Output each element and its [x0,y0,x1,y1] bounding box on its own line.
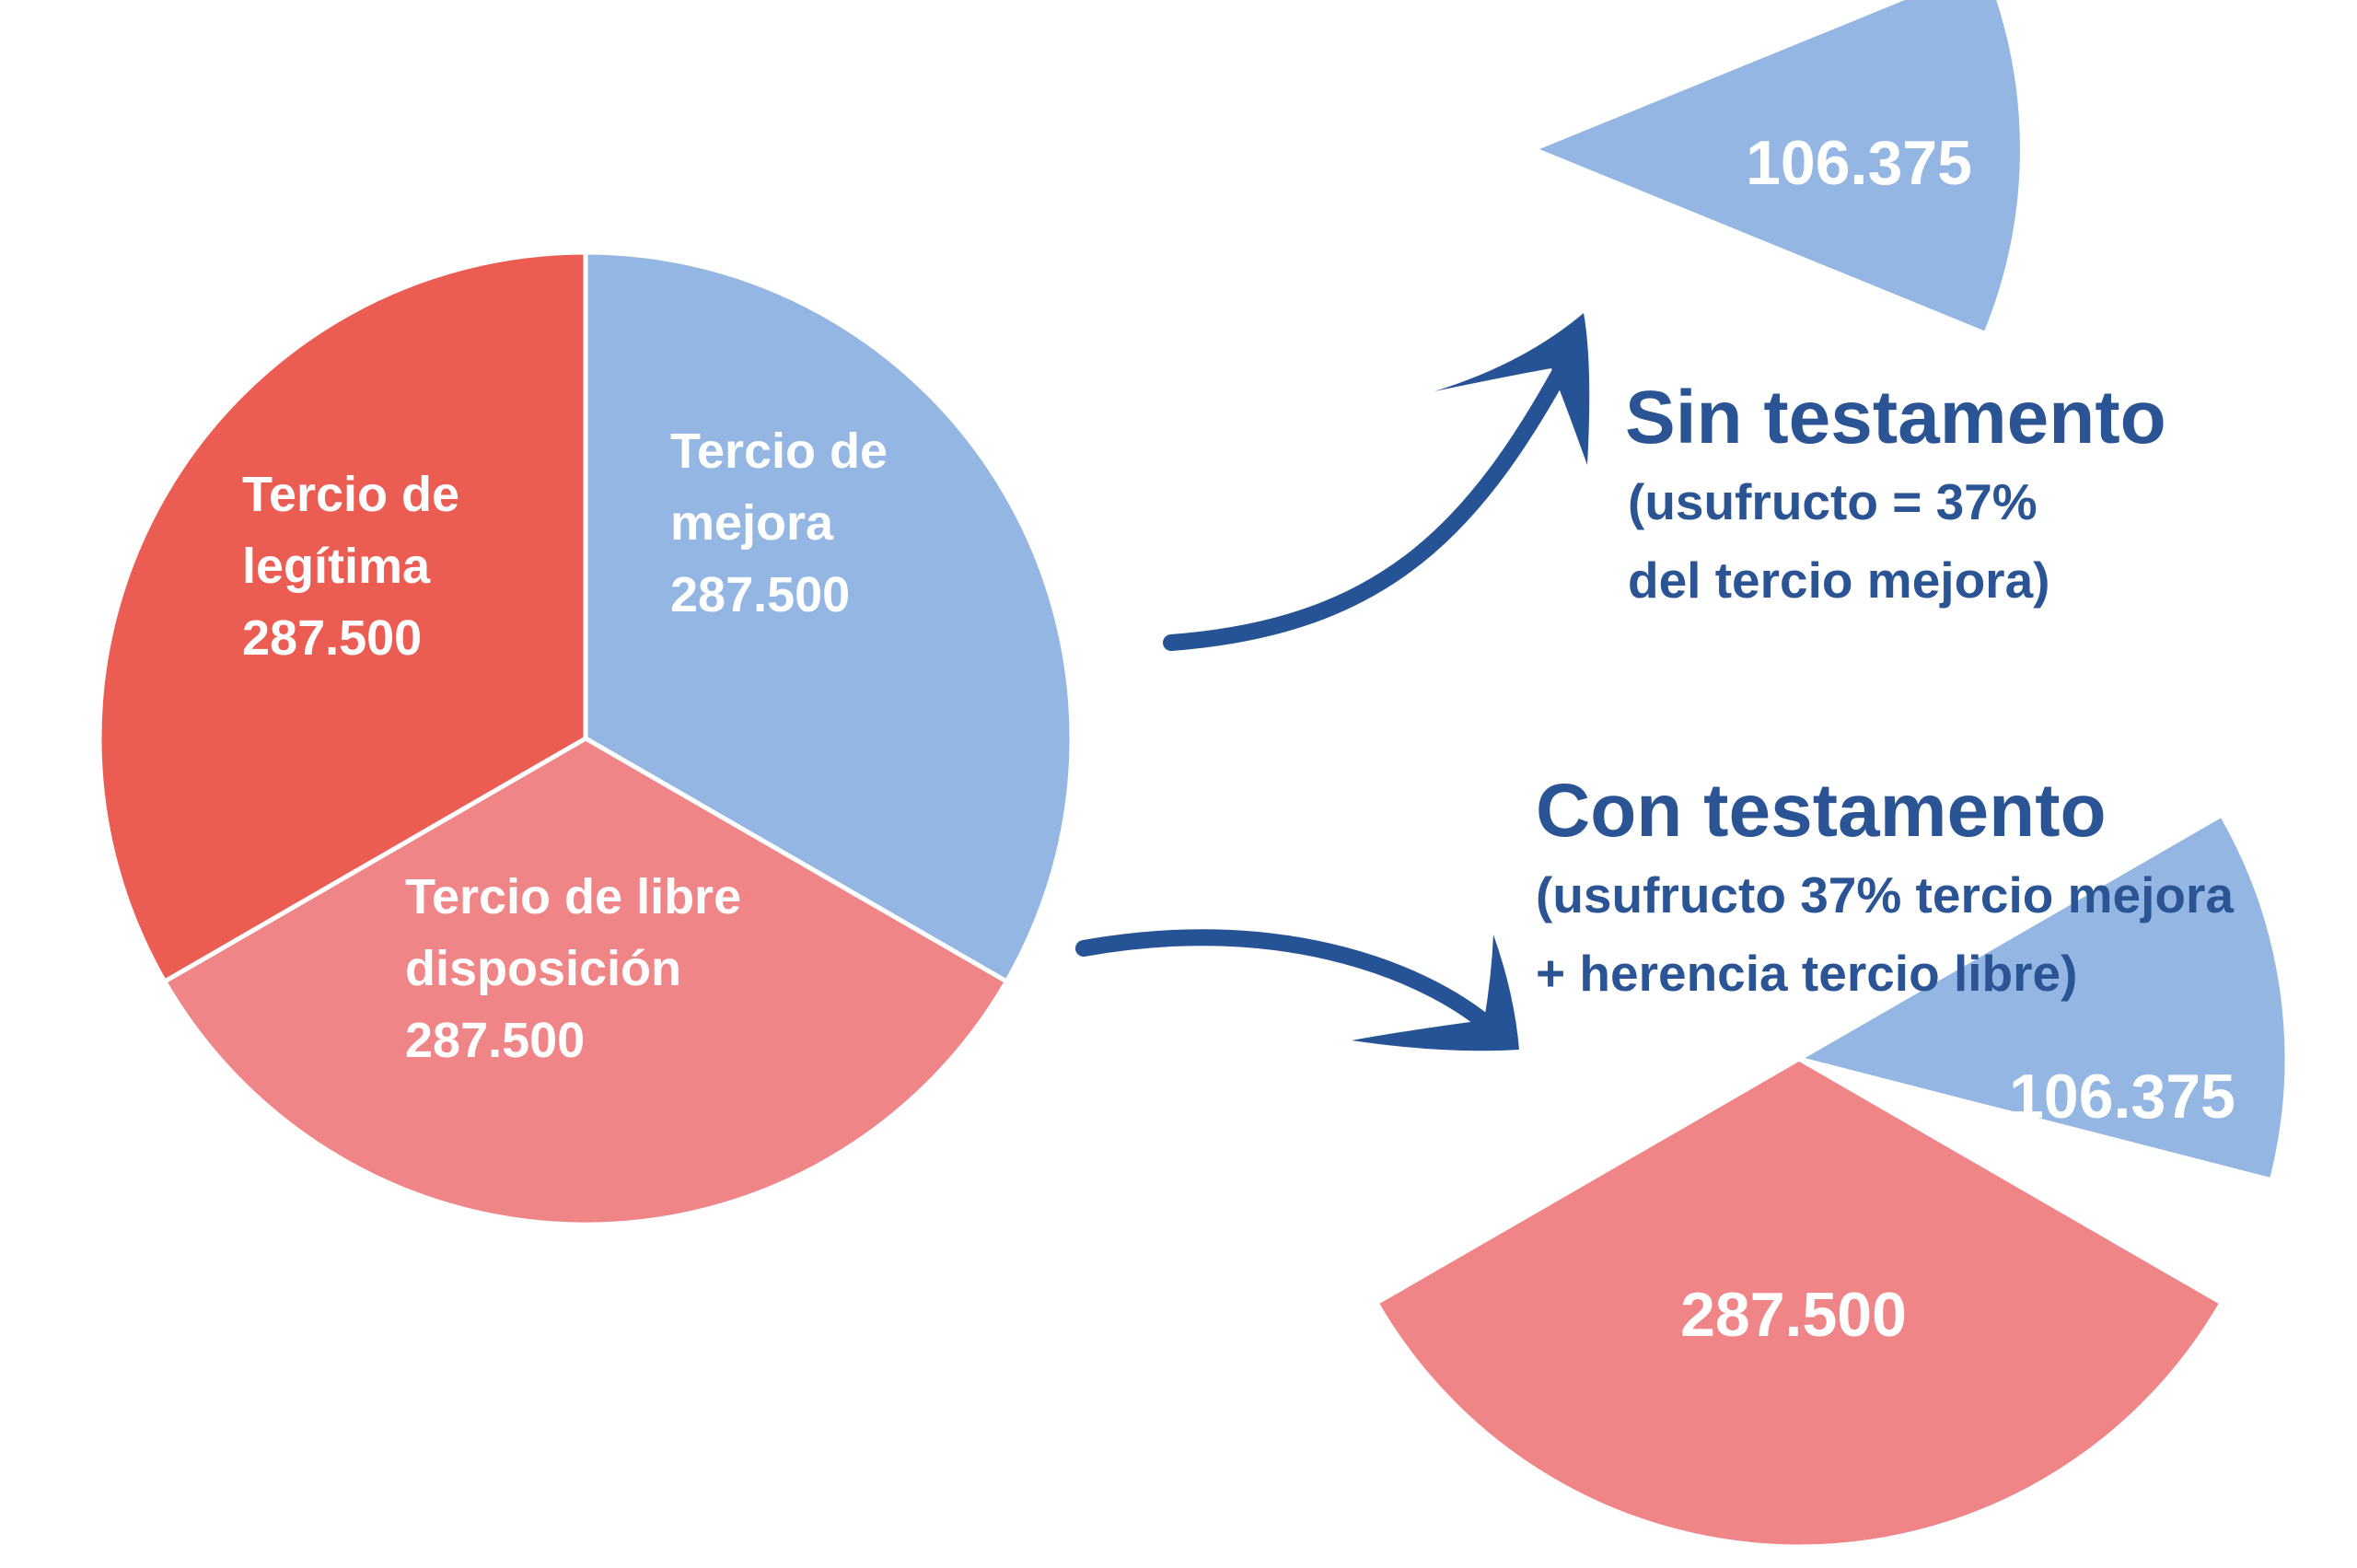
label-mejora-line1: Tercio de [670,424,888,479]
label-sin-testamento-value: 106.375 [1746,128,1972,198]
label-libre-line2: disposición [405,941,681,996]
pie-slice-sin-testamento-usufructo [1539,0,2020,331]
label-mejora-value: 287.500 [670,567,850,622]
con-testamento-subtitle-line1: (usufructo 37% tercio mejora [1536,866,2234,923]
sin-testamento-subtitle-line2: del tercio mejora) [1628,552,2050,609]
arrow-to-sin-testamento-icon [1163,334,1585,651]
label-mejora-line2: mejora [670,495,834,551]
pie-slice-con-testamento-usufructo [1793,811,2290,1183]
pie-slice-con-testamento-libre [1373,1056,2225,1550]
arrow-to-con-testamento-head-icon [1352,935,1519,1051]
con-testamento-title: Con testamento [1536,769,2107,853]
label-libre: Tercio de libre disposición 287.500 [405,869,755,1068]
pie-slice-legitima [97,250,588,985]
con-testamento-chart: 106.375 287.500 [1373,811,2290,1550]
label-legitima: Tercio de legítima 287.500 [242,467,473,666]
arrow-to-sin-testamento-head-icon [1434,313,1590,465]
label-con-testamento-usufructo-value: 106.375 [2009,1062,2235,1132]
label-con-testamento-libre-value: 287.500 [1680,1280,1907,1350]
sin-testamento-title: Sin testamento [1625,376,2166,459]
label-libre-value: 287.500 [405,1013,585,1068]
label-legitima-value: 287.500 [242,610,422,666]
con-testamento-subtitle-line2: + herencia tercio libre) [1536,945,2078,1002]
main-pie-chart: Tercio de mejora 287.500 Tercio de legít… [97,250,1074,1227]
pie-slice-mejora [583,250,1074,985]
arrow-to-con-testamento-icon [1075,929,1505,1041]
sin-testamento-subtitle-line1: (usufructo = 37% [1628,473,2038,530]
label-legitima-line2: legítima [242,539,431,594]
label-libre-line1: Tercio de libre [405,869,741,924]
label-mejora: Tercio de mejora 287.500 [670,424,901,622]
sin-testamento-chart: 106.375 [1539,0,2020,331]
arrows [1075,313,1590,1051]
label-legitima-line1: Tercio de [242,467,459,522]
